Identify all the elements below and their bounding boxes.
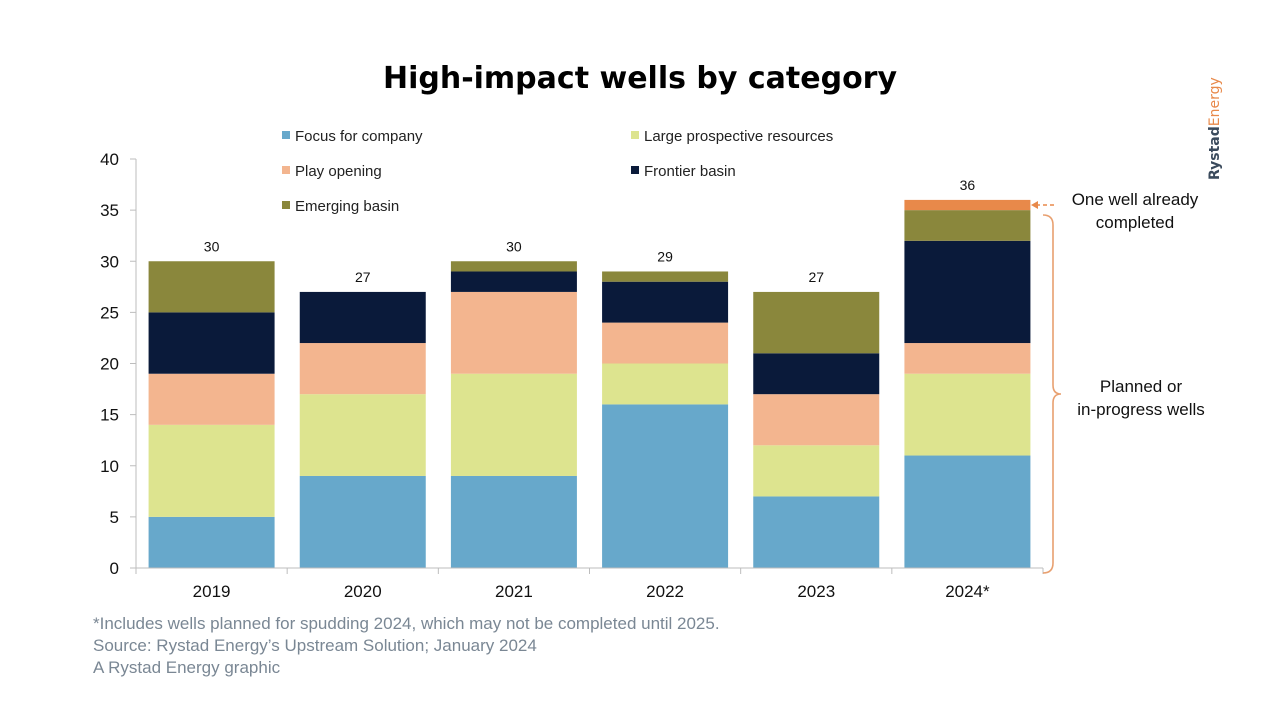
bar-segment [753,394,880,446]
y-axis: 0 5 10 15 20 25 30 35 40 [100,150,137,578]
x-tick-label: 2021 [495,582,533,601]
planned-annotation: Planned or in-progress wells [1042,214,1205,574]
bar-segment [148,261,275,313]
legend-item: Large prospective resources [631,128,833,145]
bar-segment [148,424,275,517]
y-tick-label: 25 [100,303,119,322]
legend: Focus for company Large prospective resou… [282,128,833,215]
bar-segment [450,261,577,272]
bar-segment [299,343,426,395]
bar-segment [904,455,1031,568]
legend-label: Focus for company [295,128,423,145]
bar-segment [904,373,1031,456]
bar-segment [602,322,729,364]
y-tick-label: 35 [100,201,119,220]
bar-segment [904,210,1031,241]
total-label: 30 [506,238,522,254]
legend-swatch [282,131,290,139]
bar-segment [450,291,577,374]
legend-swatch [282,201,290,209]
legend-swatch [282,166,290,174]
x-tick-label: 2019 [193,582,231,601]
legend-item: Frontier basin [631,163,736,180]
total-label: 29 [657,248,673,264]
legend-item: Emerging basin [282,198,399,215]
x-tick-label: 2023 [797,582,835,601]
x-tick-label: 2022 [646,582,684,601]
planned-label-line1: Planned or [1100,377,1183,396]
bar-segment [753,353,880,395]
brand-logo-part1: Rystad [1207,126,1223,180]
bar-segment [602,271,729,282]
completed-annotation: One well already completed [1031,190,1199,232]
total-labels: 30 27 30 29 27 36 [204,177,976,285]
bar-segment [904,343,1031,374]
planned-bracket [1042,214,1062,574]
y-tick-label: 5 [110,508,119,527]
bar-segment [450,271,577,292]
bar-segment [904,240,1031,344]
legend-label: Large prospective resources [644,128,833,145]
bar-segment [299,394,426,476]
brand-logo: RystadEnergy [1207,77,1223,180]
bar-segment [450,373,577,476]
bar-segment [753,291,880,354]
bars [148,199,1031,568]
y-tick-label: 10 [100,457,119,476]
bar-segment [450,475,577,568]
x-axis: 2019 2020 2021 2022 2023 2024* [135,567,1044,601]
legend-label: Emerging basin [295,198,399,215]
y-tick-label: 20 [100,355,119,374]
total-label: 30 [204,238,220,254]
completed-label-line2: completed [1096,213,1174,232]
legend-label: Frontier basin [644,163,736,180]
footnote-source: Source: Rystad Energy’s Upstream Solutio… [93,636,537,655]
x-tick-label: 2024* [945,582,990,601]
bar-segment [602,363,729,405]
svg-text:RystadEnergy: RystadEnergy [1207,77,1223,180]
bar-segment [299,291,426,344]
total-label: 36 [960,177,976,193]
y-tick-label: 30 [100,252,119,271]
legend-label: Play opening [295,163,382,180]
y-tick-label: 15 [100,406,119,425]
brand-logo-part2: Energy [1207,77,1223,126]
x-tick-label: 2020 [344,582,382,601]
footnote-note: *Includes wells planned for spudding 202… [93,614,720,633]
total-label: 27 [808,269,824,285]
y-tick-label: 0 [110,559,119,578]
bar-segment [602,404,729,568]
bar-segment-completed [904,199,1031,211]
legend-swatch [631,131,639,139]
footnote-credit: A Rystad Energy graphic [93,658,281,677]
bar-segment [299,475,426,568]
completed-label-line1: One well already [1072,190,1199,209]
legend-item: Play opening [282,163,382,180]
bar-segment [148,373,275,425]
legend-item: Focus for company [282,128,423,145]
legend-swatch [631,166,639,174]
completed-arrowhead [1031,201,1038,209]
bar-segment [148,516,275,568]
bar-segment [753,496,880,568]
y-tick-label: 40 [100,150,119,169]
bar-segment [753,445,880,497]
chart-title: High-impact wells by category [383,61,898,96]
planned-label-line2: in-progress wells [1077,400,1205,419]
total-label: 27 [355,269,371,285]
bar-segment [602,281,729,323]
bar-segment [148,312,275,374]
